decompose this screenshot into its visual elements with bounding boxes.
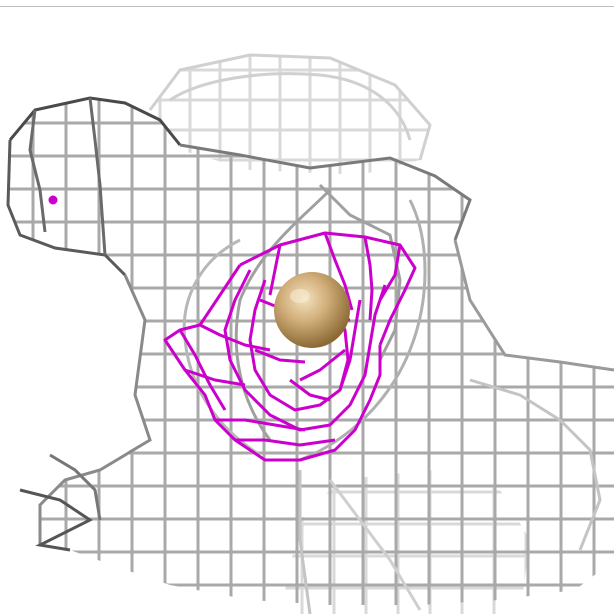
top-divider [0,6,614,7]
back-mesh-bottom [280,470,530,614]
mesh-outline [6,96,614,614]
metal-atom-sphere[interactable] [274,272,350,348]
contour-cage [163,231,417,462]
atom-highlight [290,289,310,303]
marker-dot [48,195,58,205]
back-mesh-top-outline [148,53,432,161]
